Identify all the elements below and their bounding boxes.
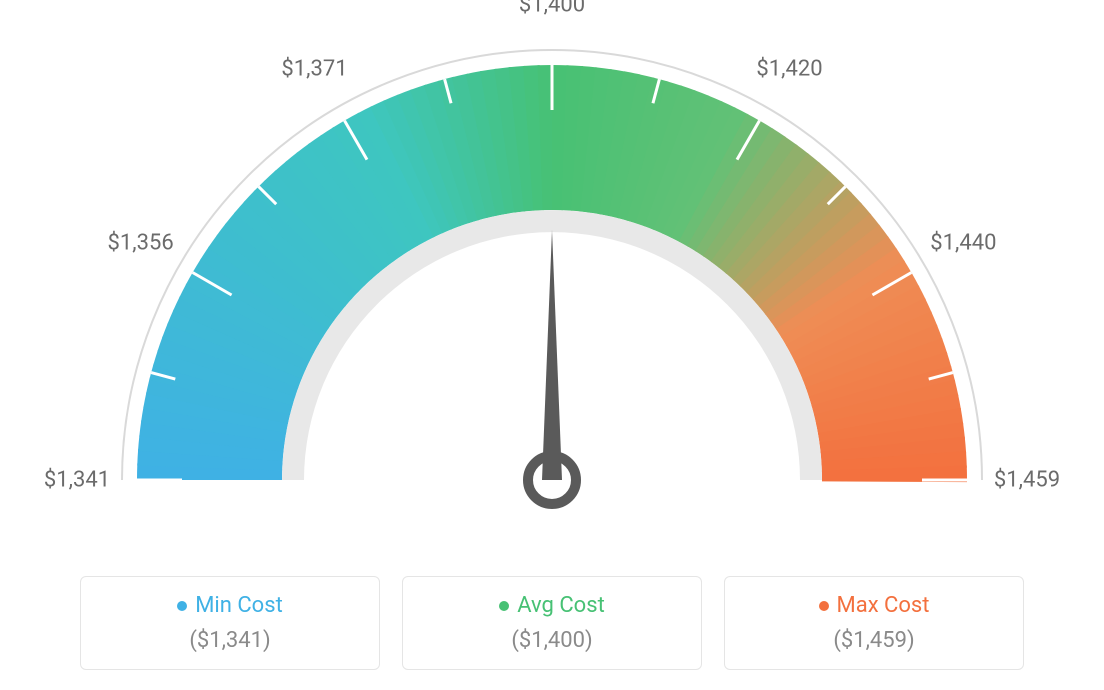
legend-title-avg: Avg Cost [499,593,605,618]
gauge-tick-label: $1,356 [108,230,174,255]
legend-value-avg: ($1,400) [511,628,592,653]
legend-card-min: Min Cost ($1,341) [80,576,380,670]
legend-dot-avg [499,601,509,611]
legend-label-max: Max Cost [837,593,930,618]
legend-value-max: ($1,459) [833,628,914,653]
legend-label-min: Min Cost [195,593,283,618]
gauge-tick-label: $1,400 [519,0,585,18]
legend-title-max: Max Cost [819,593,930,618]
legend-dot-max [819,601,829,611]
gauge-tick-label: $1,440 [930,230,996,255]
gauge-svg [0,0,1104,560]
legend-title-min: Min Cost [177,593,283,618]
legend-value-min: ($1,341) [189,628,270,653]
gauge-tick-label: $1,371 [281,56,347,81]
legend-dot-min [177,601,187,611]
legend-row: Min Cost ($1,341) Avg Cost ($1,400) Max … [80,576,1024,670]
legend-card-max: Max Cost ($1,459) [724,576,1024,670]
legend-card-avg: Avg Cost ($1,400) [402,576,702,670]
gauge-tick-label: $1,459 [994,468,1060,493]
gauge-tick-label: $1,420 [756,56,822,81]
gauge-chart: $1,341 $1,356 $1,371 $1,400 $1,420 $1,440 $1,4… [0,0,1104,560]
legend-label-avg: Avg Cost [517,593,605,618]
gauge-tick-label: $1,341 [44,468,110,493]
